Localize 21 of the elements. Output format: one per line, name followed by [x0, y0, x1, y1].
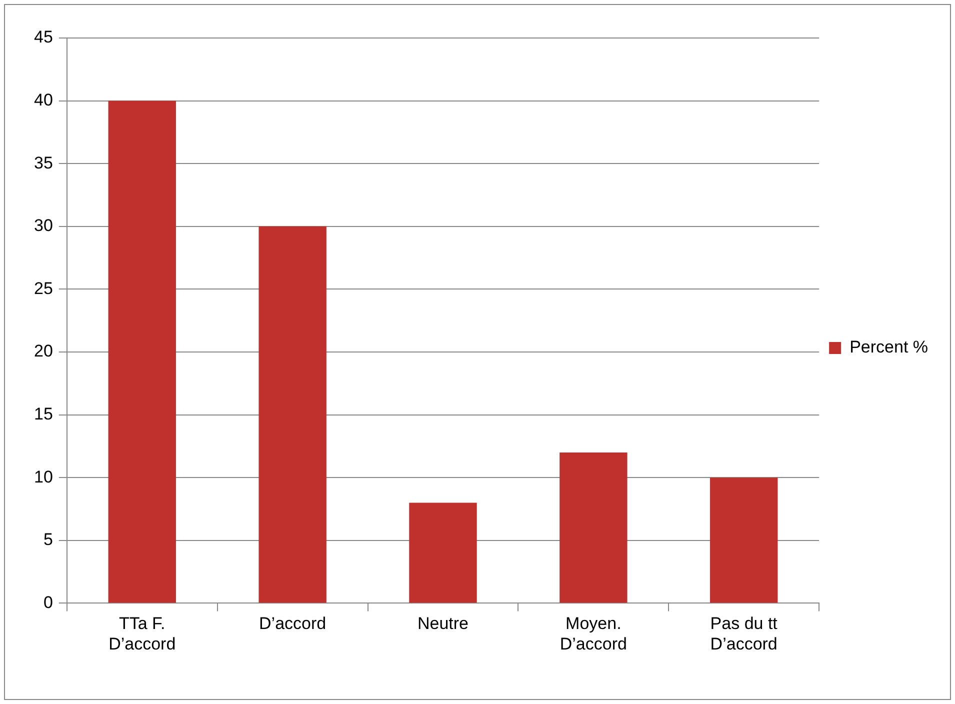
y-tick-label: 10 — [34, 467, 53, 486]
legend-label: Percent % — [850, 338, 928, 357]
y-tick-label: 25 — [34, 278, 53, 298]
x-tick-label: Neutre — [417, 614, 469, 634]
bar — [258, 226, 326, 603]
bar — [409, 502, 477, 603]
x-tick-label: D’accord — [259, 614, 326, 634]
x-tick-label: Moyen. D’accord — [560, 614, 627, 654]
y-tick-label: 45 — [34, 28, 53, 47]
y-tick-label: 20 — [34, 342, 53, 361]
y-tick-label: 35 — [34, 153, 53, 172]
y-tick-label: 0 — [43, 592, 53, 612]
y-tick-label: 40 — [34, 90, 53, 110]
bar — [560, 452, 628, 603]
y-tick-label: 15 — [34, 404, 53, 424]
bar — [710, 478, 778, 603]
y-tick-label: 30 — [34, 216, 53, 236]
y-tick-label: 5 — [43, 530, 53, 550]
bar — [108, 100, 176, 603]
x-tick-label: TTa F. D’accord — [108, 614, 176, 654]
x-tick-label: Pas du tt D’accord — [710, 614, 778, 654]
